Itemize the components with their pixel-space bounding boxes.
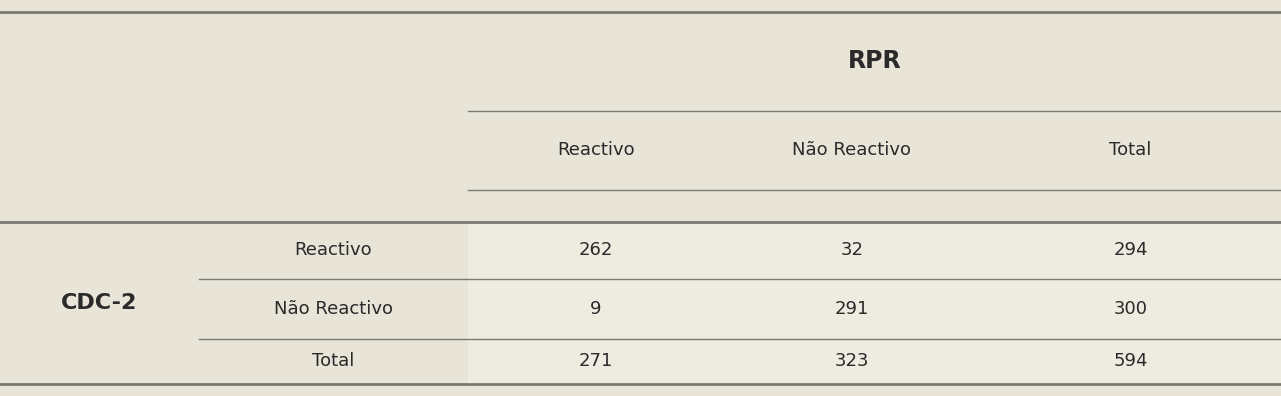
Text: Não Reactivo: Não Reactivo — [274, 300, 392, 318]
Text: Total: Total — [311, 352, 355, 370]
Text: 323: 323 — [835, 352, 869, 370]
Text: 32: 32 — [840, 242, 863, 259]
Text: RPR: RPR — [848, 50, 901, 73]
Text: Reactivo: Reactivo — [557, 141, 634, 160]
Text: 291: 291 — [835, 300, 869, 318]
Text: CDC-2: CDC-2 — [61, 293, 137, 313]
Text: Reactivo: Reactivo — [295, 242, 371, 259]
Text: 262: 262 — [579, 242, 612, 259]
Text: 300: 300 — [1113, 300, 1148, 318]
Bar — [468, 222, 1281, 384]
Text: Não Reactivo: Não Reactivo — [793, 141, 911, 160]
Text: 9: 9 — [591, 300, 601, 318]
Text: 271: 271 — [579, 352, 612, 370]
Text: 594: 594 — [1113, 352, 1148, 370]
Text: Total: Total — [1109, 141, 1152, 160]
Text: 294: 294 — [1113, 242, 1148, 259]
